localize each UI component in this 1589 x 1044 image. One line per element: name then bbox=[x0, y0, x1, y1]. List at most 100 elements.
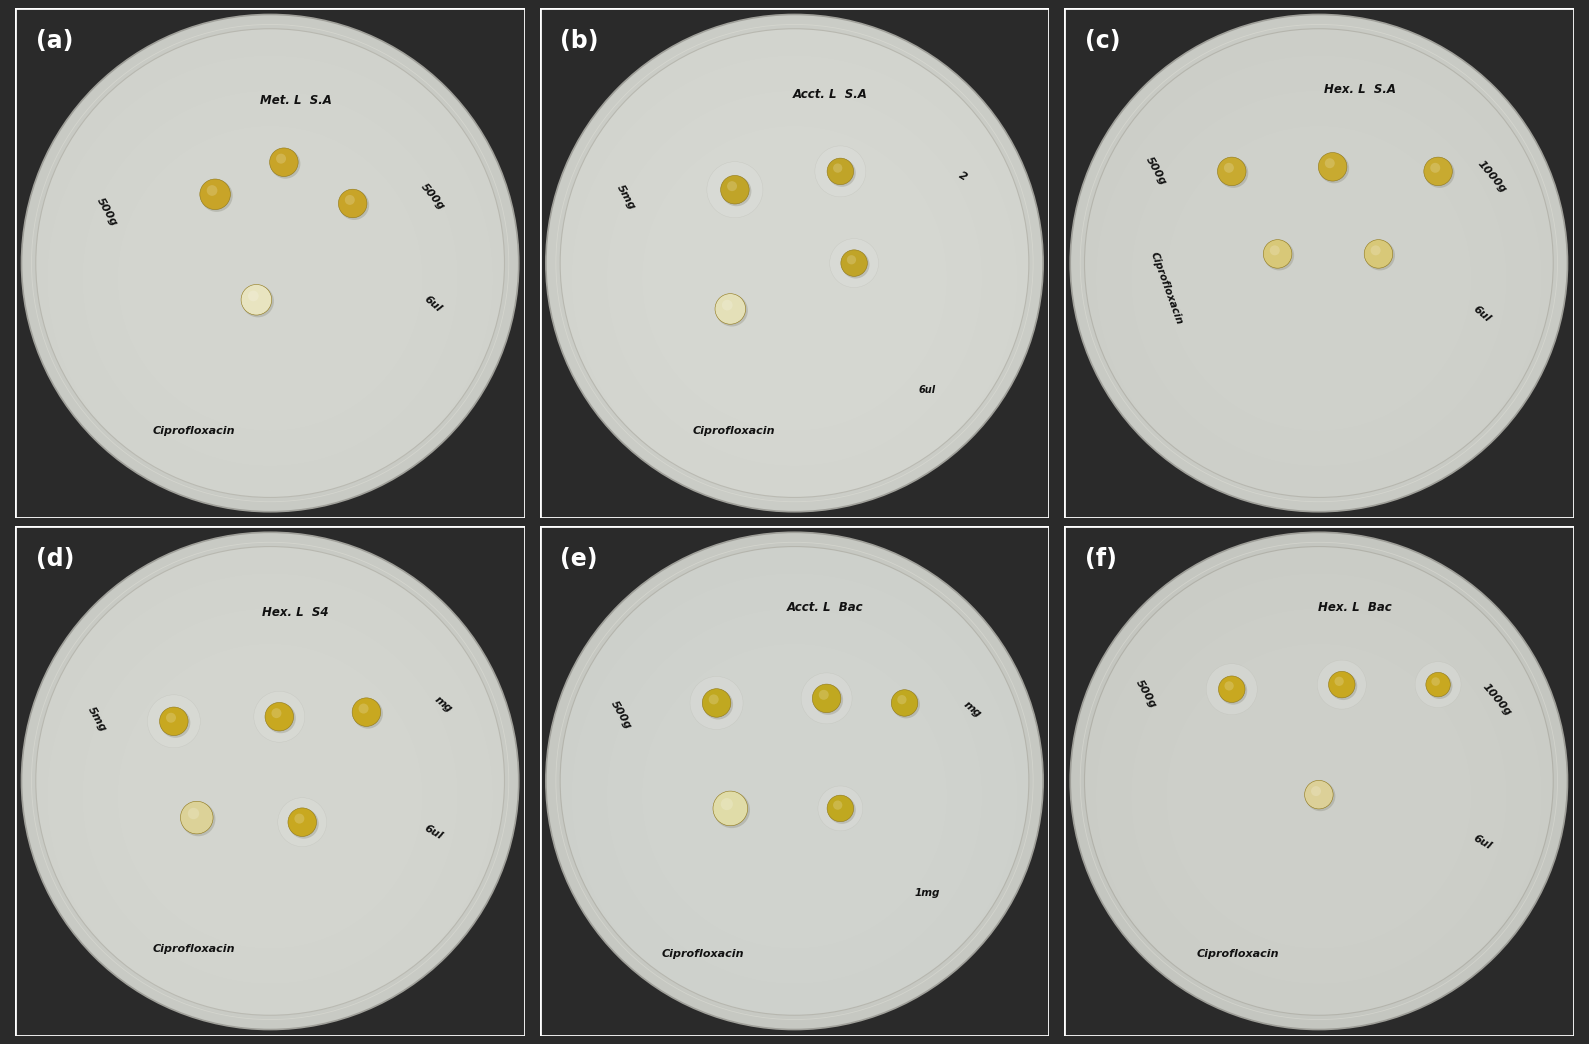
Text: 5mg: 5mg bbox=[615, 183, 637, 211]
Text: mg: mg bbox=[432, 694, 454, 715]
Circle shape bbox=[1317, 660, 1367, 709]
Circle shape bbox=[254, 691, 305, 742]
Circle shape bbox=[1365, 240, 1395, 270]
Circle shape bbox=[833, 801, 842, 810]
Circle shape bbox=[265, 703, 294, 731]
Text: 1mg: 1mg bbox=[914, 888, 939, 898]
Circle shape bbox=[345, 195, 354, 205]
Circle shape bbox=[828, 159, 856, 187]
Text: Ciprofloxacin: Ciprofloxacin bbox=[153, 426, 235, 436]
Circle shape bbox=[715, 294, 748, 327]
Circle shape bbox=[1270, 245, 1279, 256]
Circle shape bbox=[818, 786, 863, 831]
Circle shape bbox=[276, 153, 286, 164]
Circle shape bbox=[242, 284, 272, 315]
Text: Hex. L  S4: Hex. L S4 bbox=[262, 607, 329, 619]
Text: 6ul: 6ul bbox=[918, 385, 936, 396]
Circle shape bbox=[561, 547, 1028, 1015]
Text: (e): (e) bbox=[561, 547, 597, 571]
Text: Hex. L  S.A: Hex. L S.A bbox=[1324, 84, 1395, 96]
Circle shape bbox=[709, 694, 718, 705]
Circle shape bbox=[1424, 157, 1452, 186]
Circle shape bbox=[1319, 152, 1347, 181]
Circle shape bbox=[353, 698, 383, 729]
Circle shape bbox=[1206, 664, 1257, 715]
Circle shape bbox=[294, 813, 305, 824]
Circle shape bbox=[270, 148, 299, 176]
Text: 6ul: 6ul bbox=[1471, 304, 1492, 324]
Text: 1000g: 1000g bbox=[1481, 682, 1514, 717]
Circle shape bbox=[200, 179, 230, 210]
Circle shape bbox=[898, 695, 907, 705]
Circle shape bbox=[818, 690, 829, 699]
Circle shape bbox=[1325, 159, 1335, 168]
Text: 500g: 500g bbox=[419, 182, 447, 212]
Text: Ciprofloxacin: Ciprofloxacin bbox=[661, 949, 744, 959]
Circle shape bbox=[812, 684, 841, 713]
Circle shape bbox=[200, 180, 232, 212]
Circle shape bbox=[815, 146, 866, 197]
Circle shape bbox=[547, 532, 1042, 1029]
Circle shape bbox=[159, 707, 188, 736]
Text: 500g: 500g bbox=[609, 698, 634, 731]
Text: (d): (d) bbox=[37, 547, 75, 571]
Circle shape bbox=[289, 809, 319, 838]
Circle shape bbox=[207, 185, 218, 196]
Text: mg: mg bbox=[961, 699, 984, 719]
Text: 1000g: 1000g bbox=[1476, 159, 1508, 194]
Circle shape bbox=[690, 677, 744, 730]
Circle shape bbox=[1219, 158, 1249, 188]
Circle shape bbox=[272, 708, 281, 718]
Circle shape bbox=[721, 175, 748, 204]
Circle shape bbox=[707, 162, 763, 218]
Text: Acct. L  Bac: Acct. L Bac bbox=[787, 601, 863, 614]
Circle shape bbox=[728, 182, 737, 191]
Circle shape bbox=[847, 255, 856, 264]
Circle shape bbox=[242, 285, 273, 317]
Text: (c): (c) bbox=[1085, 29, 1120, 53]
Text: 500g: 500g bbox=[1133, 679, 1158, 710]
Circle shape bbox=[22, 532, 518, 1029]
Circle shape bbox=[1225, 682, 1233, 690]
Circle shape bbox=[1217, 157, 1246, 186]
Circle shape bbox=[713, 791, 750, 828]
Text: Ciprofloxacin: Ciprofloxacin bbox=[153, 944, 235, 954]
Text: Hex. L  Bac: Hex. L Bac bbox=[1317, 601, 1392, 614]
Circle shape bbox=[1085, 547, 1552, 1015]
Circle shape bbox=[165, 713, 176, 722]
Circle shape bbox=[1432, 678, 1440, 686]
Circle shape bbox=[1319, 153, 1349, 184]
Circle shape bbox=[801, 673, 852, 723]
Circle shape bbox=[721, 300, 733, 310]
Circle shape bbox=[1365, 240, 1392, 268]
Circle shape bbox=[833, 164, 842, 172]
Circle shape bbox=[1085, 29, 1552, 497]
Circle shape bbox=[715, 293, 745, 325]
Circle shape bbox=[1330, 672, 1357, 701]
Circle shape bbox=[37, 547, 504, 1015]
Circle shape bbox=[265, 704, 296, 733]
Circle shape bbox=[1416, 662, 1460, 708]
Circle shape bbox=[1224, 163, 1235, 173]
Circle shape bbox=[1305, 781, 1333, 809]
Circle shape bbox=[828, 796, 856, 824]
Text: Ciprofloxacin: Ciprofloxacin bbox=[1197, 949, 1279, 959]
Circle shape bbox=[829, 239, 879, 287]
Circle shape bbox=[1328, 671, 1355, 697]
Circle shape bbox=[181, 802, 216, 836]
Circle shape bbox=[561, 29, 1028, 497]
Text: (f): (f) bbox=[1085, 547, 1117, 571]
Circle shape bbox=[288, 808, 316, 836]
Circle shape bbox=[1311, 786, 1320, 797]
Text: Acct. L  S.A: Acct. L S.A bbox=[793, 89, 868, 101]
Circle shape bbox=[1427, 673, 1452, 699]
Circle shape bbox=[721, 798, 733, 810]
Text: (a): (a) bbox=[37, 29, 73, 53]
Circle shape bbox=[841, 250, 868, 277]
Circle shape bbox=[359, 704, 369, 713]
Circle shape bbox=[1219, 675, 1246, 703]
Circle shape bbox=[1425, 158, 1454, 188]
Circle shape bbox=[721, 176, 752, 207]
Circle shape bbox=[1265, 240, 1293, 270]
Circle shape bbox=[713, 791, 748, 826]
